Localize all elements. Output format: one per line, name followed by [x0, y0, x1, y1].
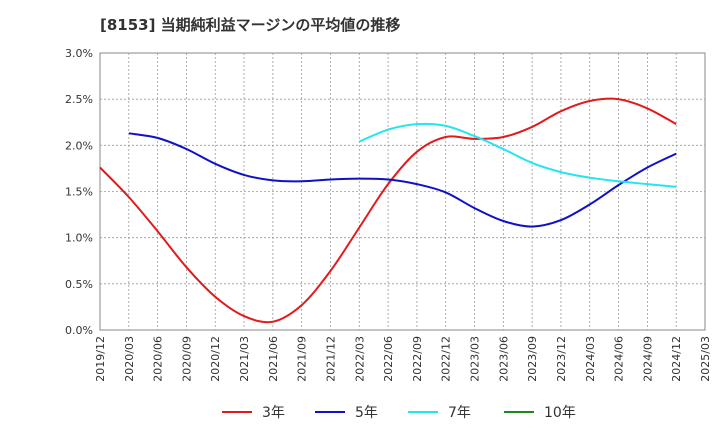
x-tick-label: 2024/09	[641, 336, 654, 382]
x-axis-ticks: 2019/12 2020/03 2020/06 2020/09 2020/12 2021/…	[94, 336, 712, 382]
y-tick-label: 1.5%	[65, 186, 93, 199]
x-tick-label: 2020/12	[209, 336, 222, 382]
x-tick-label: 2023/09	[526, 336, 539, 382]
x-tick-label: 2024/03	[584, 336, 597, 382]
series-lines	[99, 97, 677, 324]
legend-label: 10年	[544, 405, 576, 421]
x-tick-label: 2019/12	[94, 336, 107, 382]
series-line-2	[358, 122, 677, 188]
x-tick-label: 2022/06	[382, 336, 395, 382]
legend-label: 7年	[448, 405, 471, 421]
y-tick-label: 3.0%	[65, 47, 93, 60]
legend: 3年 5年 7年 10年	[222, 405, 576, 421]
legend-label: 5年	[355, 405, 378, 421]
x-tick-label: 2023/06	[497, 336, 510, 382]
x-tick-label: 2022/09	[411, 336, 424, 382]
x-tick-label: 2024/06	[613, 336, 626, 382]
x-tick-label: 2020/09	[180, 336, 193, 382]
x-tick-label: 2024/12	[670, 336, 683, 382]
chart-title: [8153] 当期純利益マージンの平均値の推移	[100, 16, 400, 34]
x-tick-label: 2023/03	[469, 336, 482, 382]
x-tick-label: 2020/06	[152, 336, 165, 382]
x-tick-label: 2022/12	[440, 336, 453, 382]
y-tick-label: 0.0%	[65, 324, 93, 337]
y-tick-label: 0.5%	[65, 278, 93, 291]
x-tick-label: 2021/09	[296, 336, 309, 382]
series-line-0	[99, 97, 677, 324]
y-tick-label: 2.5%	[65, 93, 93, 106]
x-tick-label: 2021/06	[267, 336, 280, 382]
legend-label: 3年	[262, 405, 285, 421]
x-tick-label: 2021/12	[324, 336, 337, 382]
y-tick-label: 2.0%	[65, 139, 93, 152]
x-tick-label: 2022/03	[353, 336, 366, 382]
x-tick-label: 2020/03	[123, 336, 136, 382]
series-line-1	[128, 132, 677, 228]
y-axis-ticks: 0.0% 0.5% 1.0% 1.5% 2.0% 2.5% 3.0%	[65, 47, 93, 337]
y-tick-label: 1.0%	[65, 232, 93, 245]
x-tick-label: 2021/03	[238, 336, 251, 382]
x-tick-label: 2023/12	[555, 336, 568, 382]
x-tick-label: 2025/03	[699, 336, 712, 382]
plot-area	[99, 52, 706, 331]
